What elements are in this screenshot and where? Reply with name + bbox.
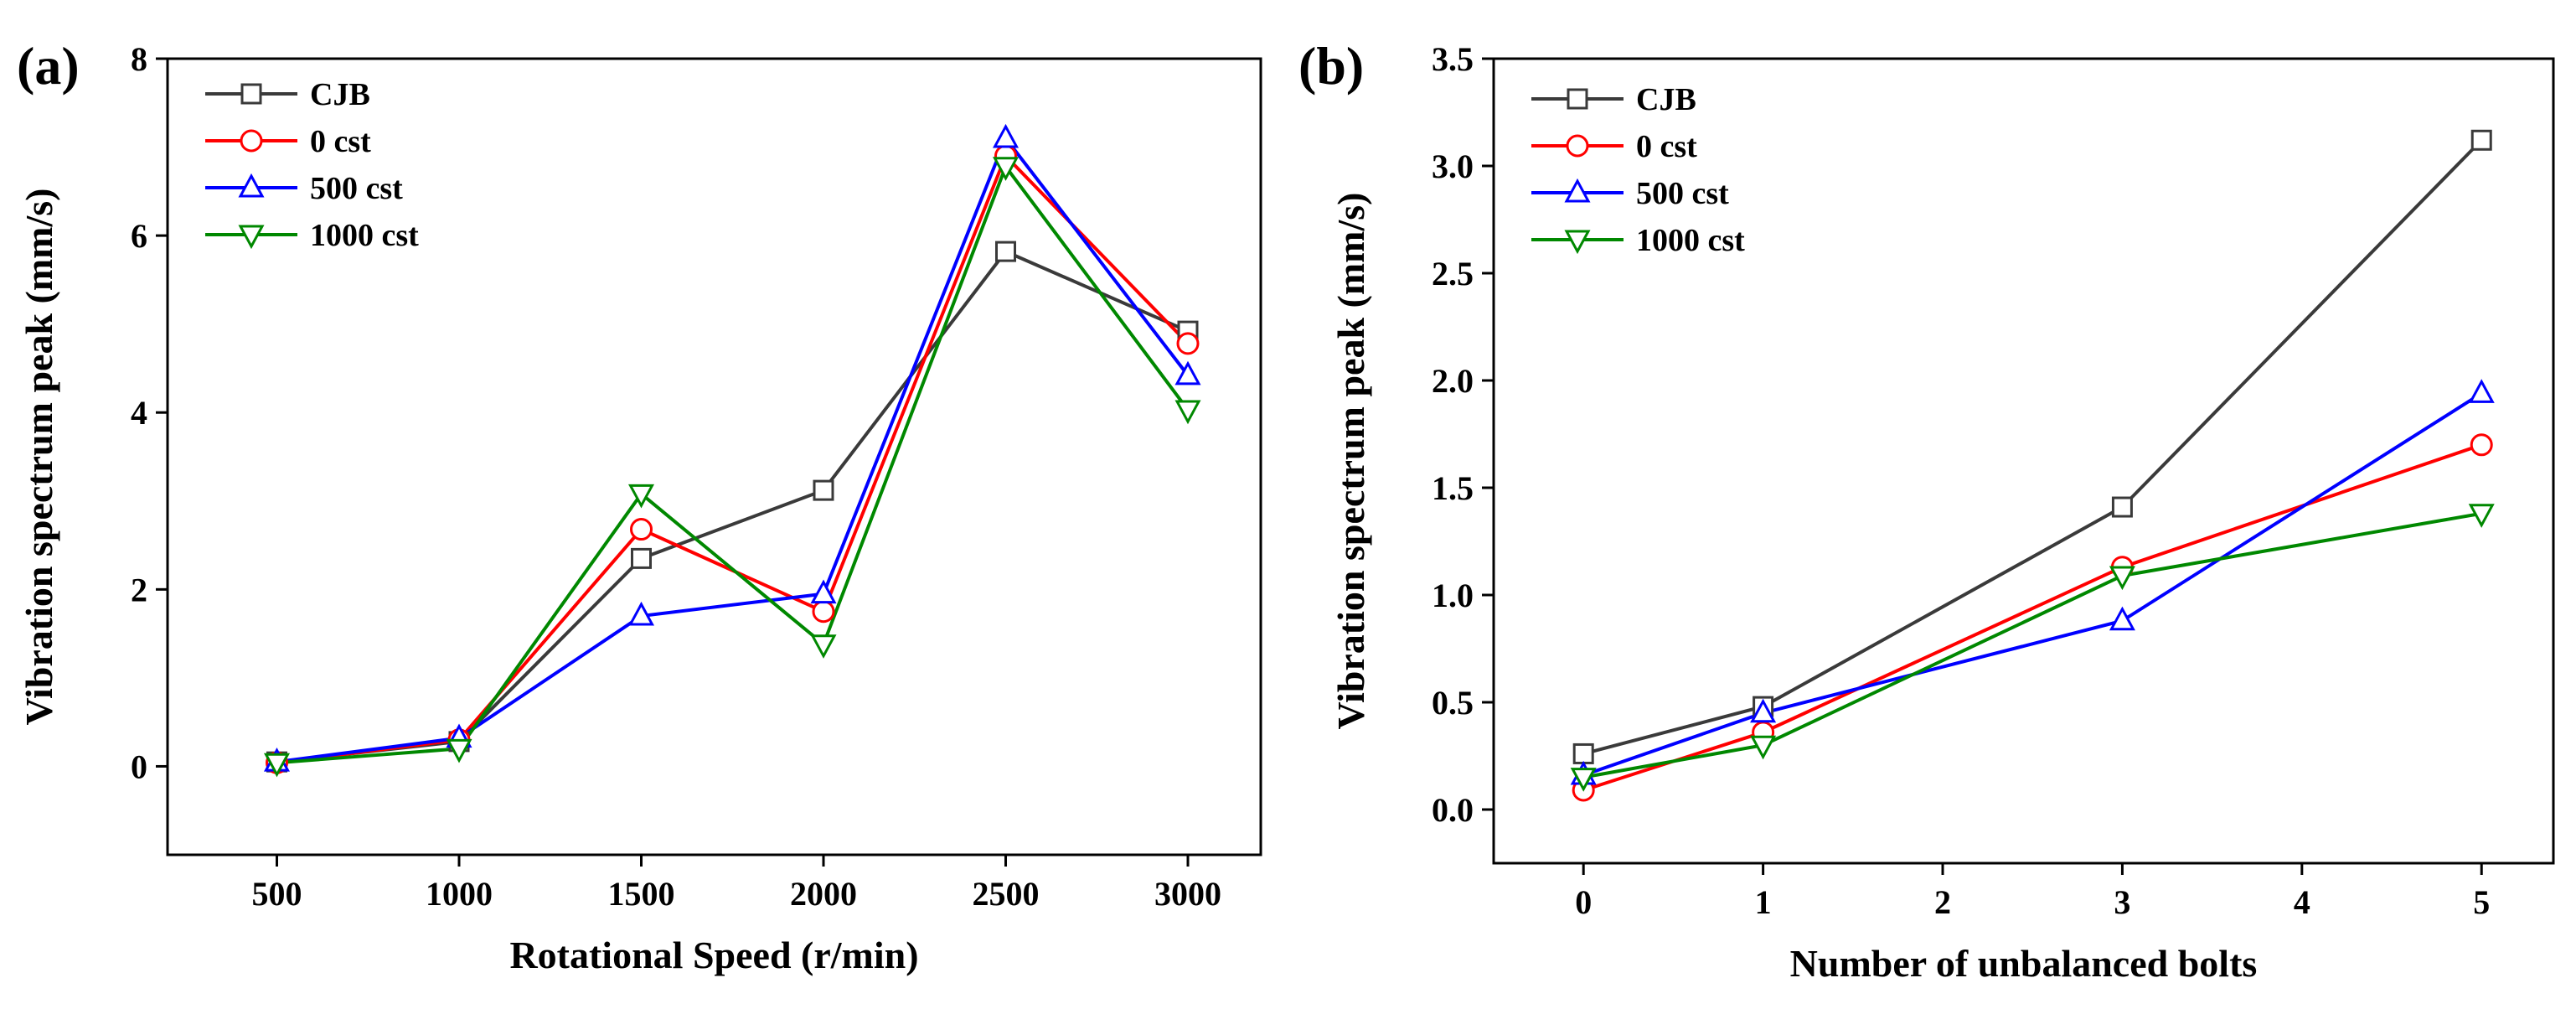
- x-tick-label: 500: [252, 875, 302, 913]
- data-point-500-cst: [1174, 360, 1201, 385]
- legend-label: CJB: [1636, 82, 1696, 117]
- y-tick-label: 3.0: [1432, 147, 1474, 185]
- x-tick-label: 1: [1755, 883, 1772, 921]
- data-point-1000-cst: [627, 484, 655, 509]
- legend-label: 1000 cst: [310, 218, 419, 253]
- y-tick-label: 3.5: [1432, 40, 1474, 78]
- data-point-1000-cst: [1750, 735, 1777, 760]
- legend-marker: [1567, 88, 1588, 110]
- y-tick-label: 2.5: [1432, 255, 1474, 292]
- data-point-1000-cst: [2468, 504, 2495, 528]
- y-tick-label: 0.0: [1432, 791, 1474, 829]
- y-tick-label: 6: [131, 217, 147, 255]
- series-line-1000-cst: [276, 163, 1190, 765]
- data-point-1000-cst: [1174, 400, 1201, 425]
- x-tick-label: 5: [2473, 883, 2490, 921]
- series-line-500-cst: [276, 134, 1190, 764]
- x-tick-label: 4: [2294, 883, 2310, 921]
- data-point-cjb: [2111, 496, 2133, 518]
- data-point-1000-cst: [810, 634, 837, 659]
- y-tick-label: 2.0: [1432, 362, 1474, 400]
- x-tick-label: 0: [1575, 883, 1592, 921]
- data-point-1000-cst: [1570, 768, 1597, 792]
- y-tick-label: 1.5: [1432, 469, 1474, 507]
- x-tick-label: 2500: [973, 875, 1040, 913]
- legend-label: 500 cst: [310, 171, 403, 206]
- data-point-500-cst: [810, 579, 837, 604]
- x-tick-label: 1500: [608, 875, 675, 913]
- x-tick-label: 3000: [1154, 875, 1221, 913]
- chart-panel-a: 500 1000 1500 2000 2500 3000 0 2 4 6 8 Rotational S…: [17, 36, 1262, 976]
- data-point-cjb: [631, 547, 652, 569]
- data-point-cjb: [813, 479, 834, 501]
- plot-frame: [1492, 57, 2555, 865]
- data-point-cjb: [2470, 129, 2492, 151]
- series-line-1000-cst: [1582, 511, 2482, 779]
- legend-marker: [240, 129, 263, 153]
- data-point-0-cst: [630, 518, 653, 541]
- legend-marker: [240, 83, 262, 105]
- data-point-cjb: [1572, 743, 1594, 764]
- y-axis-label: Vibration spectrum peak (mm/s): [1329, 193, 1372, 730]
- panel-label: (a): [17, 36, 80, 96]
- data-point-1000-cst: [263, 753, 291, 778]
- series-line-cjb: [276, 249, 1189, 764]
- y-tick-label: 0.5: [1432, 684, 1474, 722]
- data-point-1000-cst: [446, 738, 472, 763]
- data-point-500-cst: [627, 601, 655, 626]
- legend-marker: [1564, 178, 1591, 203]
- y-tick-label: 8: [131, 40, 147, 78]
- plot-frame: [166, 57, 1262, 856]
- data-point-0-cst: [1176, 332, 1200, 355]
- y-tick-label: 0: [131, 748, 147, 785]
- data-point-1000-cst: [2109, 566, 2135, 591]
- data-point-500-cst: [1750, 698, 1777, 723]
- x-axis-label: Number of unbalanced bolts: [1790, 942, 2258, 985]
- panel-label: (b): [1298, 36, 1364, 96]
- x-tick-label: 2000: [790, 875, 857, 913]
- data-point-1000-cst: [992, 157, 1020, 181]
- y-tick-label: 4: [131, 394, 147, 432]
- data-point-cjb: [995, 241, 1016, 262]
- data-point-500-cst: [2468, 379, 2495, 403]
- y-tick-label: 1.0: [1432, 577, 1474, 614]
- x-axis-label: Rotational Speed (r/min): [509, 934, 918, 976]
- x-tick-label: 1000: [426, 875, 493, 913]
- series-line-500-cst: [1582, 391, 2483, 777]
- data-point-500-cst: [2109, 606, 2135, 631]
- y-axis-label: Vibration spectrum peak (mm/s): [18, 189, 60, 726]
- legend-marker: [1566, 134, 1589, 158]
- legend-marker: [1564, 230, 1591, 255]
- legend-label: 0 cst: [310, 124, 371, 159]
- legend-marker: [238, 225, 265, 250]
- legend-marker: [238, 173, 265, 198]
- data-point-0-cst: [2470, 433, 2493, 457]
- series-line-cjb: [1582, 138, 2483, 756]
- legend-label: 1000 cst: [1636, 223, 1745, 258]
- y-tick-label: 2: [131, 571, 147, 608]
- legend-label: 500 cst: [1636, 176, 1729, 211]
- x-tick-label: 2: [1934, 883, 1951, 921]
- legend-label: CJB: [310, 77, 370, 112]
- legend-label: 0 cst: [1636, 129, 1697, 164]
- x-tick-label: 3: [2114, 883, 2130, 921]
- data-point-0-cst: [812, 600, 835, 624]
- data-point-500-cst: [992, 123, 1020, 148]
- chart-panel-b: 0 1 2 3 4 5 0.0 0.5 1.0 1.5 2.0 2.5 3.0 3.5 Number of …: [1298, 36, 2555, 985]
